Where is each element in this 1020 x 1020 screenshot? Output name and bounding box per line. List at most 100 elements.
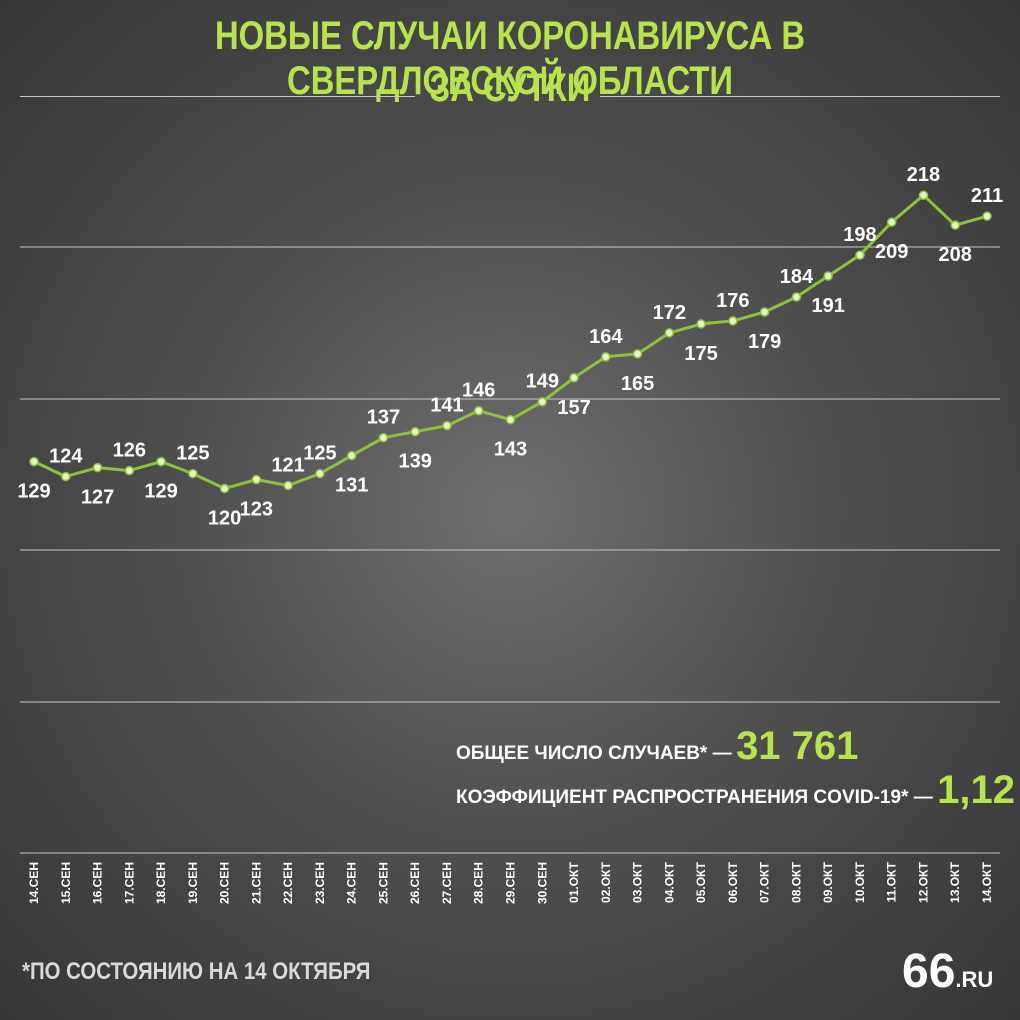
- data-point-10: [315, 468, 325, 479]
- x-tick-label-24: 07.ОКТ: [758, 861, 772, 903]
- title-divider-left: [20, 96, 415, 97]
- data-label-2: 124: [49, 446, 83, 468]
- x-tick-label-23: 06.ОКТ: [726, 861, 740, 903]
- x-tick-label-6: 19.СЕН: [186, 862, 200, 904]
- data-point-20: [632, 349, 643, 359]
- chart-title-line-1: НОВЫЕ СЛУЧАИ КОРОНАВИРУСА В СВЕРДЛОВСКОЙ…: [214, 14, 806, 103]
- data-label-10: 125: [303, 443, 336, 465]
- x-tick-label-27: 10.ОКТ: [853, 861, 867, 903]
- data-point-27: [855, 250, 865, 260]
- data-point-24: [759, 307, 770, 317]
- x-tick-label-9: 22.СЕН: [281, 862, 295, 904]
- data-label-15: 146: [462, 380, 495, 402]
- data-label-19: 164: [589, 326, 623, 348]
- data-label-22: 175: [684, 343, 717, 365]
- data-label-4: 126: [113, 440, 146, 462]
- x-tick-label-21: 04.ОКТ: [662, 861, 676, 903]
- data-label-20: 165: [621, 373, 654, 395]
- x-tick-label-17: 30.СЕН: [535, 862, 549, 904]
- x-tick-label-29: 12.ОКТ: [916, 861, 930, 903]
- data-point-6: [188, 468, 198, 479]
- data-label-21: 172: [653, 302, 686, 324]
- data-point-5: [156, 456, 166, 467]
- data-label-11: 131: [335, 475, 368, 497]
- x-tick-label-8: 21.СЕН: [249, 862, 263, 904]
- x-tick-label-11: 24.СЕН: [345, 862, 359, 904]
- x-tick-label-18: 01.ОКТ: [567, 861, 581, 903]
- data-label-13: 139: [399, 451, 432, 473]
- data-label-6: 125: [176, 443, 209, 465]
- chart-title-line-2: ЗА СУТКИ: [429, 66, 591, 110]
- data-point-8: [251, 474, 262, 485]
- data-point-15: [473, 405, 484, 416]
- x-tick-label-3: 16.СЕН: [91, 862, 105, 904]
- data-point-13: [410, 426, 420, 437]
- x-tick-label-30: 13.ОКТ: [948, 861, 962, 903]
- data-label-26: 191: [811, 295, 844, 317]
- x-tick-label-16: 29.СЕН: [504, 862, 518, 904]
- data-point-3: [92, 462, 103, 473]
- x-tick-label-13: 26.СЕН: [408, 862, 422, 904]
- data-label-17: 149: [526, 371, 559, 393]
- data-point-29: [918, 190, 929, 200]
- x-tick-label-2: 15.СЕН: [59, 862, 73, 904]
- x-tick-label-31: 14.ОКТ: [980, 861, 994, 903]
- data-point-11: [346, 450, 357, 461]
- data-label-29: 218: [907, 164, 940, 186]
- x-tick-label-14: 27.СЕН: [440, 862, 454, 904]
- data-point-2: [61, 471, 71, 482]
- x-tick-label-4: 17.СЕН: [122, 862, 136, 904]
- data-point-31: [982, 211, 992, 221]
- data-point-23: [728, 316, 738, 326]
- title-divider-right: [600, 96, 1000, 97]
- data-point-12: [378, 432, 389, 443]
- x-tick-label-19: 02.ОКТ: [599, 861, 613, 903]
- data-point-28: [886, 217, 897, 227]
- logo-number: 66: [902, 945, 956, 998]
- data-point-19: [601, 352, 611, 362]
- data-label-12: 137: [367, 407, 400, 429]
- x-tick-label-5: 18.СЕН: [154, 862, 168, 904]
- data-point-21: [664, 328, 675, 338]
- data-label-3: 127: [81, 487, 114, 509]
- data-label-25: 184: [780, 266, 814, 288]
- data-label-30: 208: [939, 244, 972, 266]
- x-tick-label-28: 11.ОКТ: [885, 861, 899, 902]
- site-logo: 66.RU: [902, 944, 993, 999]
- spread-ratio-label: КОЭФФИЦИЕНТ РАСПРОСТРАНЕНИЯ COVID-19* —: [456, 787, 933, 808]
- data-point-18: [569, 373, 579, 383]
- data-point-4: [124, 465, 135, 476]
- data-point-7: [219, 483, 230, 494]
- data-label-7: 120: [208, 508, 241, 530]
- data-label-23: 176: [716, 290, 749, 312]
- spread-ratio-value: 1,12: [937, 768, 1016, 812]
- x-tick-label-15: 28.СЕН: [472, 862, 486, 904]
- data-label-18: 157: [557, 397, 590, 419]
- data-point-1: [29, 456, 39, 467]
- data-label-14: 141: [430, 395, 463, 417]
- data-label-24: 179: [748, 331, 781, 353]
- data-point-25: [791, 292, 802, 302]
- total-cases-label: ОБЩЕЕ ЧИСЛО СЛУЧАЕВ* —: [456, 743, 732, 764]
- data-point-30: [950, 220, 960, 230]
- x-tick-label-7: 20.СЕН: [218, 862, 232, 904]
- x-tick-label-22: 05.ОКТ: [694, 861, 708, 903]
- data-label-16: 143: [494, 439, 527, 461]
- data-label-31: 211: [971, 185, 1003, 207]
- x-tick-label-1: 14.СЕН: [27, 862, 41, 904]
- data-label-1: 129: [17, 481, 50, 503]
- spread-ratio-stat: КОЭФФИЦИЕНТ РАСПРОСТРАНЕНИЯ COVID-19* — …: [456, 768, 1015, 813]
- data-label-8: 123: [240, 499, 273, 521]
- x-tick-label-26: 09.ОКТ: [821, 861, 835, 903]
- data-point-16: [505, 414, 516, 425]
- data-point-22: [696, 319, 706, 329]
- data-point-14: [442, 420, 452, 431]
- data-point-9: [283, 480, 293, 491]
- x-tick-label-12: 25.СЕН: [376, 862, 390, 904]
- x-tick-label-20: 03.ОКТ: [631, 861, 645, 903]
- x-tick-label-10: 23.СЕН: [313, 862, 327, 904]
- x-tick-label-25: 08.ОКТ: [789, 861, 803, 903]
- data-label-5: 129: [144, 481, 177, 503]
- data-point-17: [537, 396, 548, 407]
- footnote: *ПО СОСТОЯНИЮ НА 14 ОКТЯБРЯ: [22, 958, 371, 985]
